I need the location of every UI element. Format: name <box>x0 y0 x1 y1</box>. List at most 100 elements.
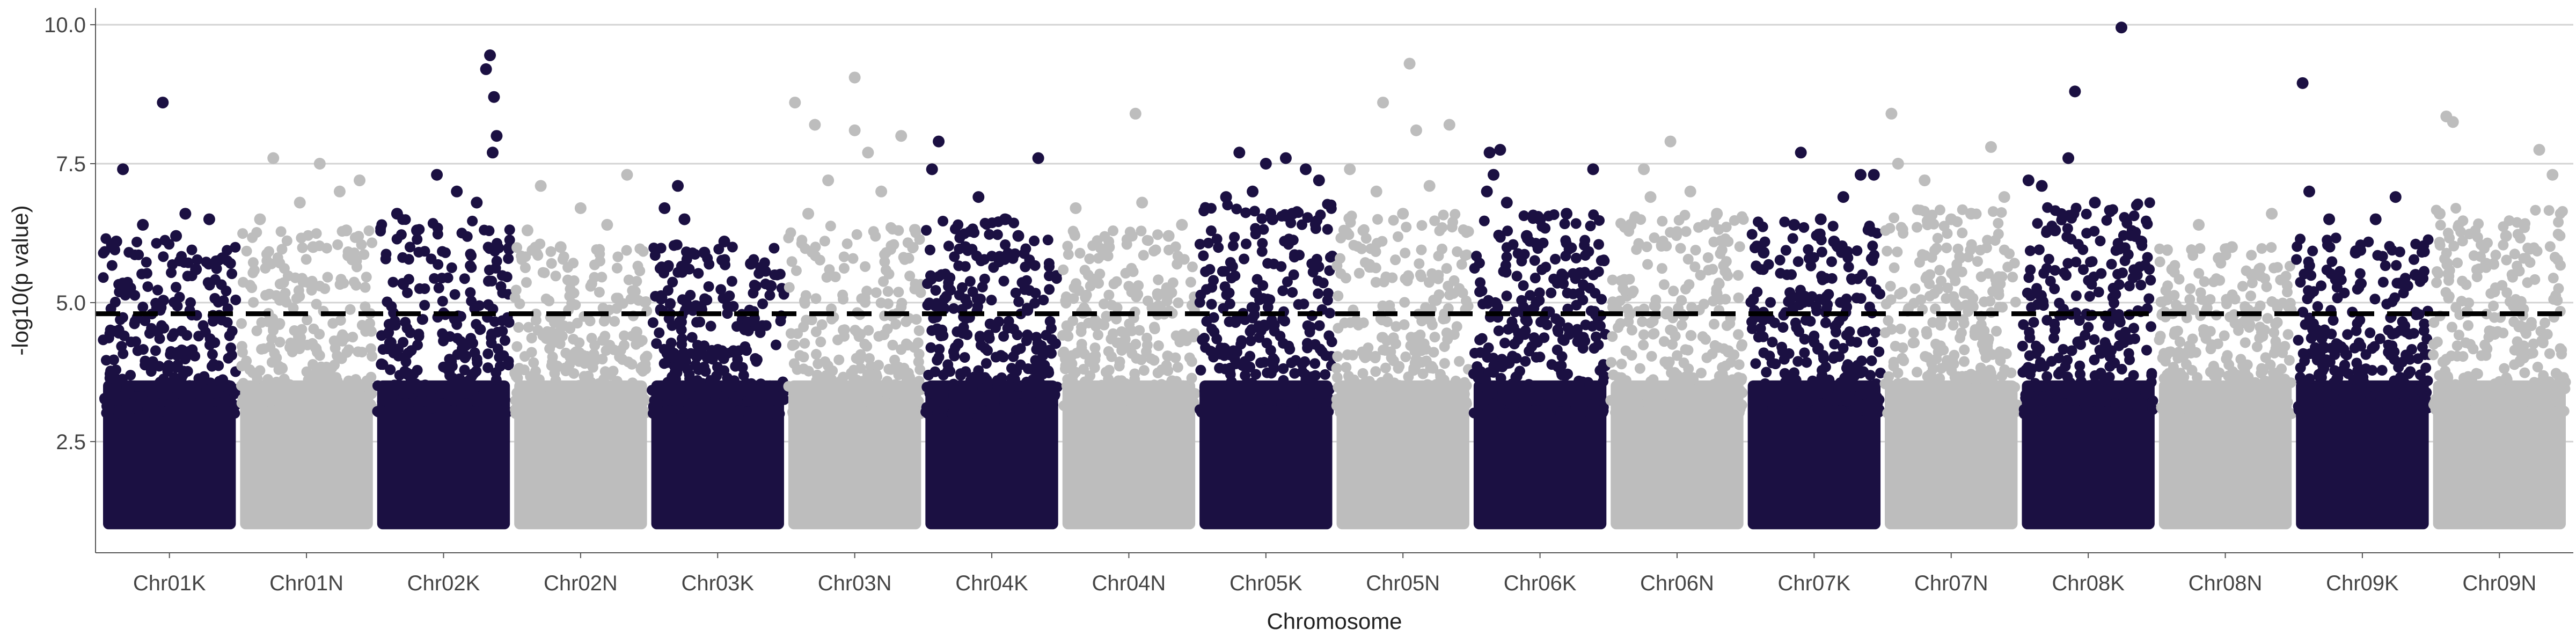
data-point <box>1723 345 1734 356</box>
data-point <box>924 387 935 399</box>
data-point <box>1501 242 1512 253</box>
data-point <box>1335 268 1346 279</box>
data-point <box>841 383 853 394</box>
data-point <box>959 352 970 363</box>
data-point <box>1698 298 1709 310</box>
data-point <box>1980 371 1992 383</box>
data-point <box>1760 378 1771 389</box>
data-point <box>2197 401 2208 412</box>
data-point <box>2211 273 2222 284</box>
data-point <box>282 384 294 395</box>
data-point <box>287 401 298 413</box>
data-point <box>2070 404 2082 415</box>
data-point <box>1293 408 1304 420</box>
data-point <box>1335 253 1346 264</box>
data-point <box>1801 407 1812 418</box>
data-point <box>960 366 971 377</box>
data-point <box>1977 339 1988 350</box>
data-point <box>1623 316 1634 327</box>
data-point <box>853 401 865 413</box>
data-point <box>722 308 733 319</box>
data-point <box>271 352 282 363</box>
data-point <box>677 267 688 278</box>
data-point <box>1720 294 1731 305</box>
data-point <box>2089 225 2100 237</box>
data-point <box>419 246 430 257</box>
data-point <box>1249 302 1260 313</box>
data-point <box>1807 375 1818 386</box>
data-point <box>1126 325 1138 336</box>
data-point <box>494 361 506 372</box>
data-point <box>826 408 838 419</box>
data-point <box>897 392 909 403</box>
data-point <box>268 323 279 334</box>
data-point <box>1324 308 1335 319</box>
data-point <box>396 229 407 240</box>
data-point <box>2054 297 2065 309</box>
data-point <box>1326 199 1337 210</box>
peak-point <box>2049 224 2061 237</box>
data-point <box>941 291 952 302</box>
data-point <box>694 317 706 328</box>
data-point <box>1818 272 1829 283</box>
data-point <box>1062 406 1073 417</box>
data-point <box>356 239 367 250</box>
data-point <box>1676 319 1687 331</box>
data-point <box>1011 345 1022 356</box>
data-point <box>2240 301 2251 312</box>
data-point <box>1273 405 1284 416</box>
data-point <box>1638 329 1649 340</box>
data-point <box>167 259 178 270</box>
data-point <box>948 303 960 314</box>
data-point <box>1885 281 1896 292</box>
data-point <box>224 330 235 341</box>
data-point <box>310 372 321 383</box>
data-point <box>1420 398 1431 409</box>
data-point <box>2220 382 2231 393</box>
data-point <box>1439 358 1450 369</box>
data-point <box>2160 385 2171 396</box>
data-point <box>1339 317 1350 328</box>
data-point <box>572 388 583 399</box>
chromosome-series <box>372 49 515 530</box>
data-point <box>826 374 837 385</box>
data-point <box>863 406 874 417</box>
data-point <box>192 254 203 265</box>
peak-point <box>1162 230 1175 242</box>
data-point <box>2261 392 2272 403</box>
data-point <box>1941 242 1952 253</box>
data-point <box>825 221 836 232</box>
data-point <box>848 364 859 376</box>
data-point <box>295 383 306 394</box>
data-point <box>1437 222 1448 233</box>
data-point <box>1288 269 1299 281</box>
data-point <box>484 225 495 237</box>
peak-point <box>1103 241 1115 253</box>
data-point <box>1198 250 1209 261</box>
data-point <box>1314 320 1325 331</box>
data-point <box>1227 261 1238 272</box>
data-point <box>414 283 425 294</box>
data-point <box>1761 367 1772 378</box>
data-point <box>1057 330 1069 341</box>
data-point <box>831 396 842 407</box>
data-point <box>1942 408 1953 419</box>
data-point <box>1062 394 1073 405</box>
data-point <box>2103 320 2114 331</box>
chromosome-series <box>509 169 653 530</box>
data-point <box>1111 302 1123 313</box>
data-point <box>182 257 194 268</box>
data-point <box>663 407 674 418</box>
data-point <box>1390 254 1401 266</box>
data-point <box>1811 404 1822 415</box>
data-point <box>1049 390 1060 401</box>
data-point <box>971 392 982 403</box>
peak-point <box>1945 213 1957 225</box>
data-point <box>558 251 569 262</box>
data-point <box>151 238 162 249</box>
data-point <box>2120 326 2131 338</box>
data-point <box>1813 342 1824 354</box>
data-point <box>1206 298 1217 310</box>
data-point <box>821 272 832 283</box>
chromosome-series <box>2017 21 2158 530</box>
